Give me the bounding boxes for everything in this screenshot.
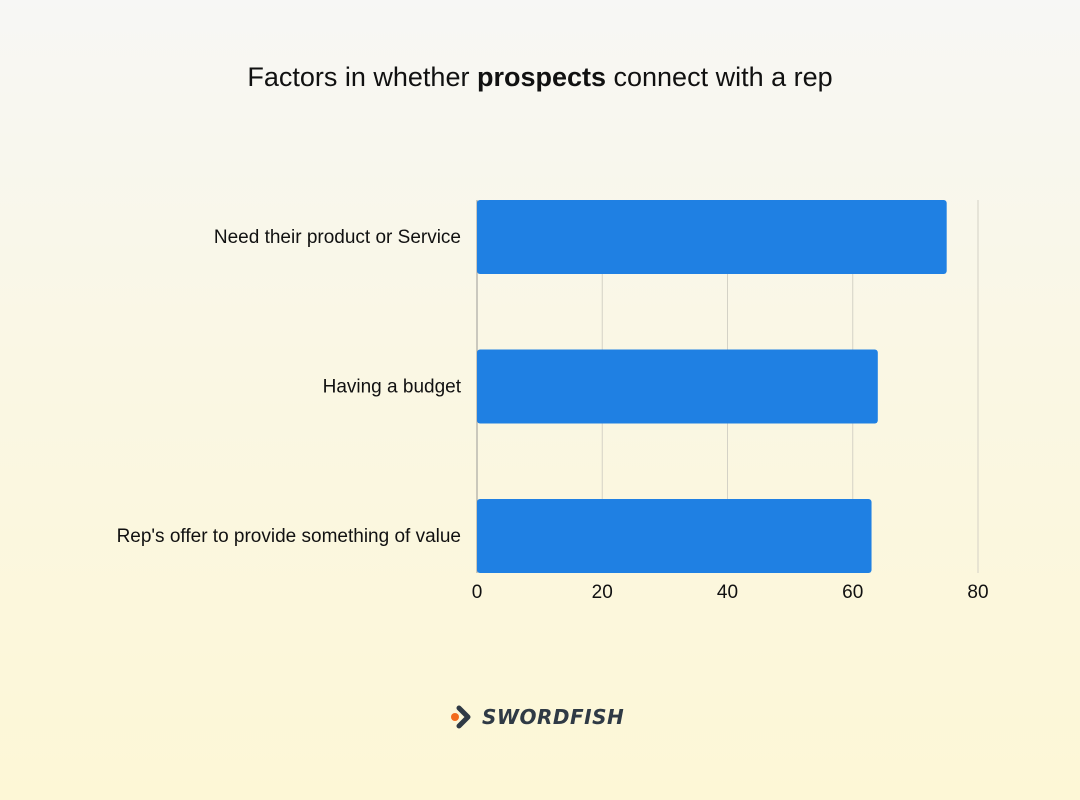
brand-logo: SWORDFISH (450, 704, 624, 730)
title-bold-word: prospects (476, 62, 606, 92)
title-suffix: connect with a rep (606, 62, 833, 92)
x-tick-label: 20 (592, 582, 613, 603)
bar (477, 349, 878, 424)
x-tick-label: 0 (472, 582, 483, 603)
bar (477, 499, 872, 573)
swordfish-arrow-logo-icon (451, 705, 471, 729)
x-tick-label: 80 (967, 582, 988, 603)
category-label: Need their product or Service (214, 227, 461, 248)
title-prefix: Factors in whether (247, 62, 477, 92)
brand-name: SWORDFISH (482, 705, 625, 729)
x-tick-label: 40 (717, 582, 738, 603)
category-label: Rep's offer to provide something of valu… (117, 526, 461, 547)
bar (477, 200, 947, 274)
chart-title: Factors in whether prospects connect wit… (0, 62, 1080, 93)
x-tick-label: 60 (842, 582, 863, 603)
category-label: Having a budget (323, 377, 462, 398)
